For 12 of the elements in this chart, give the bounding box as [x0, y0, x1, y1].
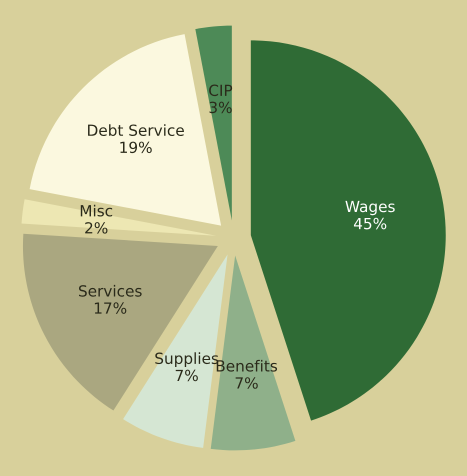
slice-label: Benefits — [216, 360, 278, 372]
data-label: 7% — [236, 377, 258, 389]
data-label: 19% — [120, 142, 152, 154]
data-label: 45% — [354, 218, 386, 230]
slice-label: Services — [78, 284, 142, 297]
slice-label: Supplies — [155, 352, 218, 368]
slice-label: Wages — [345, 200, 395, 216]
data-label: 7% — [176, 370, 198, 382]
slice-label: Debt Service — [88, 124, 184, 136]
data-label: 2% — [85, 222, 108, 234]
slice-label: Misc — [80, 204, 112, 217]
data-label: 17% — [94, 302, 126, 314]
